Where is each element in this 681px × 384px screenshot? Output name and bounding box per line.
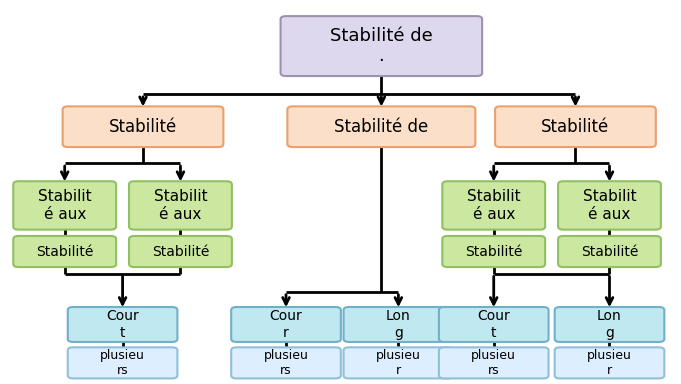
Text: Stabilité: Stabilité [581, 245, 638, 258]
FancyBboxPatch shape [442, 236, 545, 267]
Text: Cour
t: Cour t [106, 310, 139, 339]
Text: Stabilit
é aux: Stabilit é aux [154, 189, 207, 222]
FancyBboxPatch shape [439, 307, 548, 342]
FancyBboxPatch shape [63, 106, 223, 147]
FancyBboxPatch shape [13, 236, 116, 267]
Text: Stabilité: Stabilité [109, 118, 177, 136]
FancyBboxPatch shape [68, 307, 177, 342]
FancyBboxPatch shape [13, 181, 116, 230]
FancyBboxPatch shape [558, 181, 661, 230]
Text: plusieu
rs: plusieu rs [471, 349, 516, 377]
FancyBboxPatch shape [281, 16, 482, 76]
Text: Lon
g: Lon g [386, 310, 411, 339]
Text: Stabilité: Stabilité [541, 118, 609, 136]
FancyBboxPatch shape [129, 236, 232, 267]
FancyBboxPatch shape [343, 307, 453, 342]
FancyBboxPatch shape [554, 347, 665, 379]
FancyBboxPatch shape [231, 347, 340, 379]
Text: Stabilit
é aux: Stabilit é aux [38, 189, 91, 222]
FancyBboxPatch shape [68, 347, 177, 379]
Text: Stabilit
é aux: Stabilit é aux [467, 189, 520, 222]
Text: plusieu
rs: plusieu rs [264, 349, 308, 377]
Text: Stabilité de: Stabilité de [334, 118, 428, 136]
Text: Stabilité de
.: Stabilité de . [330, 26, 432, 66]
Text: Cour
r: Cour r [270, 310, 302, 339]
FancyBboxPatch shape [439, 347, 548, 379]
Text: Stabilit
é aux: Stabilit é aux [583, 189, 636, 222]
FancyBboxPatch shape [129, 181, 232, 230]
FancyBboxPatch shape [442, 181, 545, 230]
Text: plusieu
r: plusieu r [376, 349, 421, 377]
Text: Stabilité: Stabilité [36, 245, 93, 258]
Text: Stabilité: Stabilité [465, 245, 522, 258]
Text: plusieu
r: plusieu r [587, 349, 632, 377]
FancyBboxPatch shape [554, 307, 665, 342]
FancyBboxPatch shape [558, 236, 661, 267]
FancyBboxPatch shape [343, 347, 453, 379]
FancyBboxPatch shape [231, 307, 340, 342]
Text: Stabilité: Stabilité [152, 245, 209, 258]
Text: plusieu
rs: plusieu rs [100, 349, 145, 377]
Text: Cour
t: Cour t [477, 310, 510, 339]
Text: Lon
g: Lon g [597, 310, 622, 339]
FancyBboxPatch shape [495, 106, 656, 147]
FancyBboxPatch shape [287, 106, 475, 147]
